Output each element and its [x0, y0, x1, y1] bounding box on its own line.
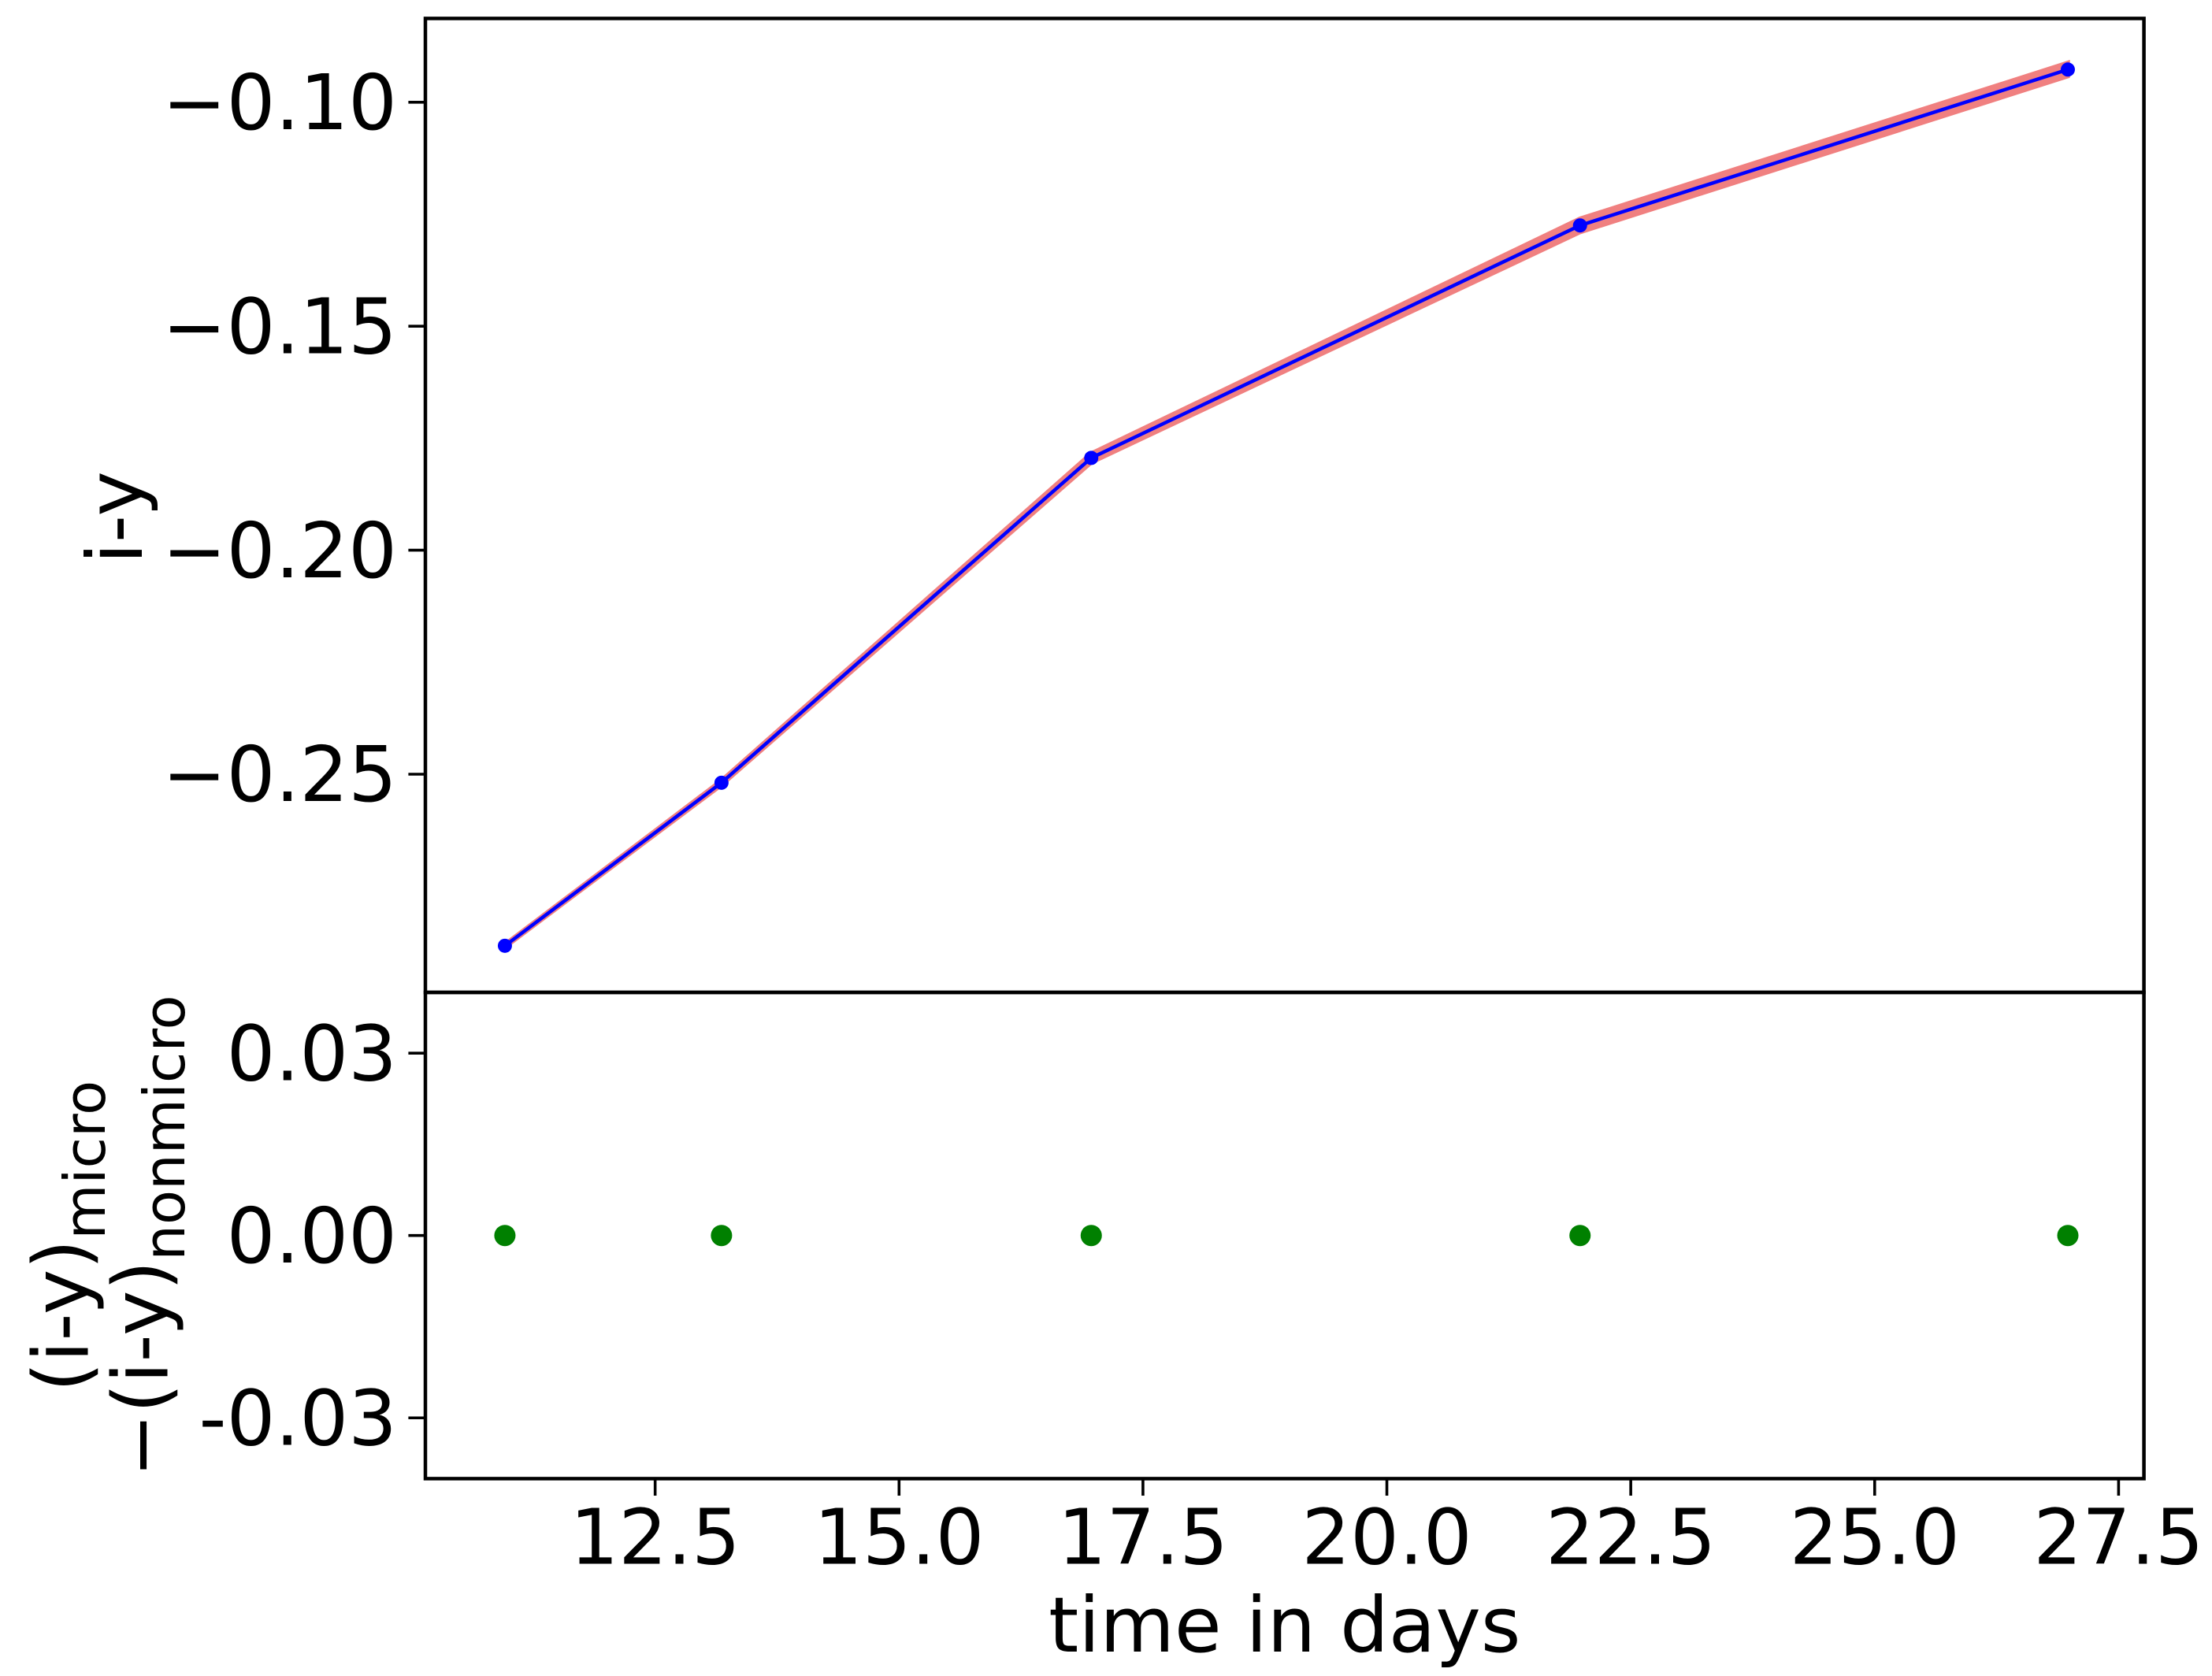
x-tick-label: 25.0 [1790, 1492, 1960, 1581]
y-tick-label: −0.15 [162, 282, 397, 371]
point [1569, 1225, 1591, 1247]
x-tick-label: 27.5 [2033, 1492, 2203, 1581]
y-axis-label: i-y [71, 471, 160, 564]
error-band [503, 60, 2070, 951]
line [503, 68, 2069, 947]
y-tick-label: -0.03 [199, 1374, 397, 1463]
label-sub: micro [52, 1081, 118, 1240]
x-tick-label: 17.5 [1058, 1492, 1228, 1581]
y-tick-label: 0.00 [227, 1192, 397, 1281]
y-tick-label: −0.20 [162, 506, 397, 595]
point [2057, 1225, 2079, 1247]
y-axis-label: −(i-y)nonmicro [96, 995, 198, 1477]
point [711, 1225, 733, 1247]
axes-frame [423, 17, 2146, 995]
label-part: −(i-y) [96, 1261, 185, 1478]
y-tick-label: −0.25 [162, 730, 397, 819]
marker [2060, 62, 2075, 77]
y-axis-label: (i-y)micro [17, 1081, 119, 1392]
marker [1572, 218, 1587, 233]
marker [714, 775, 729, 790]
x-tick-label: 15.0 [814, 1492, 984, 1581]
marker [1084, 451, 1099, 465]
label-sub: nonmicro [132, 995, 198, 1260]
point [1080, 1225, 1102, 1247]
y-tick-label: −0.10 [162, 58, 397, 147]
x-axis-label: time in days [1048, 1581, 1520, 1670]
x-tick-label: 12.5 [570, 1492, 740, 1581]
axes-frame [423, 990, 2146, 1481]
point [494, 1225, 516, 1247]
y-tick-label: 0.03 [227, 1009, 397, 1098]
marker [497, 938, 512, 953]
label-part: (i-y) [17, 1240, 106, 1392]
x-tick-label: 20.0 [1301, 1492, 1472, 1581]
x-tick-label: 22.5 [1546, 1492, 1716, 1581]
